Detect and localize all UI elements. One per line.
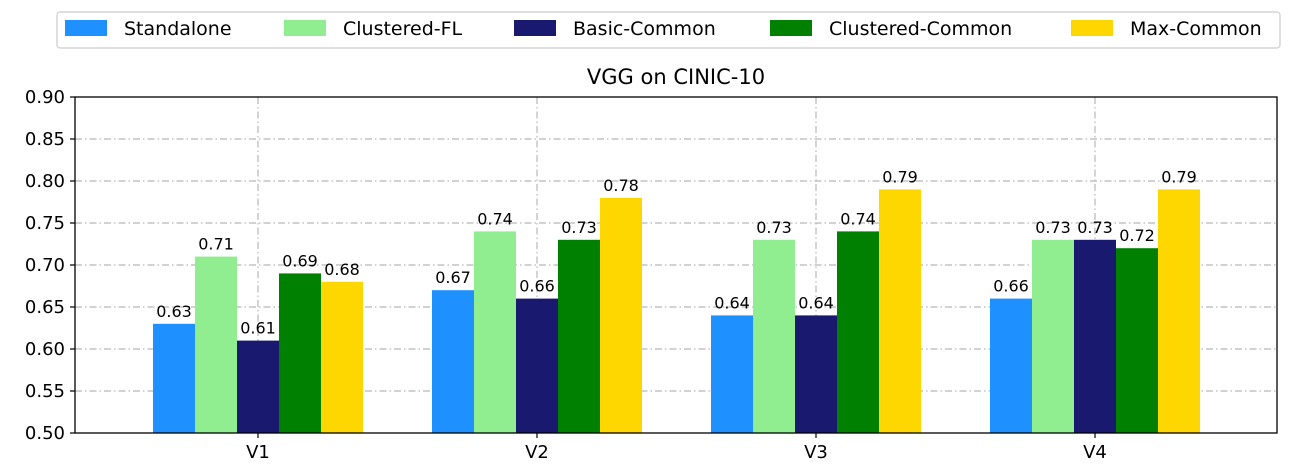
data-label: 0.74: [840, 209, 876, 228]
bar-max-common-v1: [321, 281, 363, 433]
bar-clustered-fl-v2: [474, 231, 516, 433]
data-label: 0.78: [603, 176, 639, 195]
data-label: 0.66: [519, 277, 555, 296]
bar-basic-common-v1: [237, 340, 279, 433]
data-label: 0.74: [477, 209, 513, 228]
y-tick-label: 0.55: [25, 381, 65, 402]
bar-standalone-v4: [990, 298, 1032, 433]
data-label: 0.64: [714, 293, 750, 312]
x-tick-label: V1: [246, 442, 270, 463]
data-label: 0.72: [1119, 226, 1155, 245]
legend-label: Basic-Common: [573, 18, 716, 40]
y-tick-label: 0.50: [25, 423, 65, 444]
bar-max-common-v2: [600, 197, 642, 433]
data-label: 0.69: [282, 251, 318, 270]
legend-label: Standalone: [124, 18, 232, 40]
y-tick-label: 0.75: [25, 213, 65, 234]
y-tick-label: 0.85: [25, 129, 65, 150]
bar-standalone-v3: [711, 315, 753, 433]
bars: [153, 189, 1200, 433]
data-labels: 0.63 0.67 0.64 0.66 0.71 0.74 0.73 0.73 0.61 0.66…: [156, 167, 1197, 337]
legend-label: Max-Common: [1130, 18, 1262, 40]
data-label: 0.79: [1161, 167, 1197, 186]
bar-clustered-common-v3: [837, 231, 879, 433]
bar-standalone-v1: [153, 323, 195, 433]
legend-swatch: [65, 20, 107, 36]
legend-label: Clustered-FL: [343, 18, 463, 40]
legend-swatch: [284, 20, 326, 36]
legend-label: Clustered-Common: [829, 18, 1012, 40]
data-label: 0.67: [435, 268, 471, 287]
bar-basic-common-v3: [795, 315, 837, 433]
legend-swatch: [770, 20, 812, 36]
data-label: 0.63: [156, 302, 192, 321]
bar-basic-common-v2: [516, 298, 558, 433]
y-tick-label: 0.60: [25, 339, 65, 360]
legend-swatch: [1071, 20, 1113, 36]
data-label: 0.73: [1035, 218, 1071, 237]
y-tick-label: 0.80: [25, 171, 65, 192]
x-axis: V1 V2 V3 V4: [246, 433, 1107, 463]
y-tick-label: 0.65: [25, 297, 65, 318]
bar-basic-common-v4: [1074, 239, 1116, 433]
data-label: 0.79: [882, 167, 918, 186]
legend: Standalone Clustered-FL Basic-Common Cluste…: [56, 11, 1281, 49]
data-label: 0.71: [198, 235, 234, 254]
chart-title: VGG on CINIC-10: [587, 65, 765, 89]
y-axis: 0.50 0.55 0.60 0.65 0.70 0.75 0.80 0.85 0.90: [25, 87, 75, 444]
bar-clustered-fl-v4: [1032, 239, 1074, 433]
bar-clustered-common-v1: [279, 273, 321, 433]
bar-max-common-v3: [879, 189, 921, 433]
legend-box: [56, 11, 1281, 49]
x-tick-label: V2: [525, 442, 549, 463]
data-label: 0.68: [324, 260, 360, 279]
bar-clustered-fl-v1: [195, 256, 237, 433]
data-label: 0.61: [240, 319, 276, 338]
data-label: 0.66: [993, 277, 1029, 296]
x-tick-label: V4: [1083, 442, 1107, 463]
x-tick-label: V3: [804, 442, 828, 463]
y-tick-label: 0.90: [25, 87, 65, 108]
bar-max-common-v4: [1158, 189, 1200, 433]
data-label: 0.73: [1077, 218, 1113, 237]
legend-swatch: [514, 20, 556, 36]
y-tick-label: 0.70: [25, 255, 65, 276]
data-label: 0.73: [756, 218, 792, 237]
bar-standalone-v2: [432, 290, 474, 433]
bar-clustered-fl-v3: [753, 239, 795, 433]
data-label: 0.64: [798, 293, 834, 312]
bar-clustered-common-v2: [558, 239, 600, 433]
data-label: 0.73: [561, 218, 597, 237]
bar-clustered-common-v4: [1116, 248, 1158, 433]
